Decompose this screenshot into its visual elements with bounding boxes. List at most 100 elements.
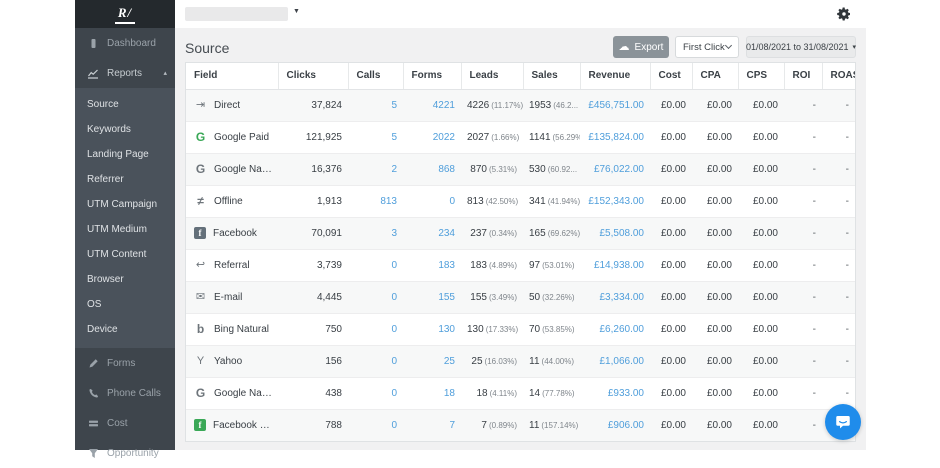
referral-icon: ↩ bbox=[195, 258, 206, 271]
export-button[interactable]: ☁ Export bbox=[613, 36, 669, 58]
sidebar-main-menu: Dashboard Reports ▴ bbox=[75, 28, 175, 88]
roi-cell: - bbox=[784, 313, 822, 346]
roi-cell: - bbox=[784, 377, 822, 410]
sidebar-item-device[interactable]: Device bbox=[87, 324, 118, 335]
column-header-clicks[interactable]: Clicks bbox=[278, 63, 349, 90]
facebook-paid-icon: f bbox=[194, 419, 206, 432]
cost-cell: £0.00 bbox=[650, 217, 692, 250]
sidebar-item-cost[interactable]: Cost bbox=[75, 408, 175, 438]
roas-cell: - bbox=[822, 249, 855, 282]
sidebar-bottom-menu: Forms Phone Calls Cost Opportunity bbox=[75, 348, 175, 468]
column-header-field[interactable]: Field bbox=[186, 63, 279, 90]
cost-cell: £0.00 bbox=[650, 281, 692, 314]
column-header-revenue[interactable]: Revenue bbox=[580, 63, 651, 90]
cost-cell: £0.00 bbox=[650, 345, 692, 378]
sidebar-item-label: Forms bbox=[107, 357, 136, 369]
column-header-roas[interactable]: ROAS bbox=[822, 63, 855, 90]
calls-cell: 0 bbox=[348, 409, 403, 441]
cost-cell: £0.00 bbox=[650, 377, 692, 410]
column-header-sales[interactable]: Sales bbox=[523, 63, 581, 90]
chat-widget-button[interactable] bbox=[825, 404, 861, 440]
sidebar-item-referrer[interactable]: Referrer bbox=[87, 174, 124, 185]
clicks-cell: 37,824 bbox=[278, 89, 348, 122]
sidebar-item-reports[interactable]: Reports ▴ bbox=[75, 58, 175, 88]
leads-cell: 7 (0.89%) bbox=[461, 409, 523, 441]
forms-cell: 155 bbox=[403, 281, 461, 314]
sidebar-item-utm-campaign[interactable]: UTM Campaign bbox=[87, 199, 158, 210]
account-select[interactable] bbox=[185, 7, 288, 21]
source-report-table: Field Clicks Calls Forms Leads Sales Revenue Co… bbox=[185, 62, 856, 442]
roi-cell: - bbox=[784, 89, 822, 122]
revenue-cell: £906.00 bbox=[580, 409, 650, 441]
roi-cell: - bbox=[784, 409, 822, 441]
column-header-leads[interactable]: Leads bbox=[461, 63, 524, 90]
table-row: b Bing Natural 750 0 130 130 (17.33%) 70 (53.85%… bbox=[186, 313, 855, 346]
forms-cell: 18 bbox=[403, 377, 461, 410]
sales-cell: 70 (53.85%) bbox=[523, 313, 580, 346]
table-row: f Facebook Paid 788077(0.89%)11(157.14%)£9… bbox=[186, 409, 855, 441]
column-header-cpa[interactable]: CPA bbox=[692, 63, 739, 90]
column-header-cps[interactable]: CPS bbox=[738, 63, 785, 90]
table-row: G Google Natural 16,3762868870(5.31%)530(6… bbox=[186, 153, 855, 186]
ruler-logo[interactable]: R/ bbox=[114, 5, 136, 24]
sidebar-item-label: Dashboard bbox=[107, 37, 156, 49]
date-range-picker[interactable]: 01/08/2021 to 31/08/2021 ▾ bbox=[746, 36, 856, 58]
calls-cell: 0 bbox=[348, 249, 403, 282]
settings-gear-icon[interactable] bbox=[836, 6, 852, 22]
sidebar-item-keywords[interactable]: Keywords bbox=[87, 124, 131, 135]
sidebar-item-label: Phone Calls bbox=[107, 387, 161, 399]
source-field-label: Facebook bbox=[213, 227, 257, 239]
sidebar-reports-submenu: Source Keywords Landing Page Referrer UTM Ca… bbox=[75, 88, 175, 348]
leads-cell: 155 (3.49%) bbox=[461, 281, 523, 314]
roas-cell: - bbox=[822, 313, 855, 346]
sidebar-item-os[interactable]: OS bbox=[87, 299, 102, 310]
sidebar: R/ Dashboard Reports ▴ Source Keywords Landi… bbox=[75, 0, 175, 459]
cps-cell: £0.00 bbox=[738, 313, 784, 346]
column-header-roi[interactable]: ROI bbox=[784, 63, 823, 90]
roas-cell: - bbox=[822, 121, 855, 154]
sidebar-item-landing-page[interactable]: Landing Page bbox=[87, 149, 149, 160]
sidebar-item-browser[interactable]: Browser bbox=[87, 274, 124, 285]
revenue-cell: £135,824.00 bbox=[580, 121, 650, 154]
column-header-cost[interactable]: Cost bbox=[650, 63, 693, 90]
sidebar-item-utm-medium[interactable]: UTM Medium bbox=[87, 224, 148, 235]
cps-cell: £0.00 bbox=[738, 153, 784, 186]
calls-cell: 813 bbox=[348, 185, 403, 218]
cost-cell: £0.00 bbox=[650, 313, 692, 346]
sidebar-item-source[interactable]: Source bbox=[87, 99, 119, 110]
clicks-cell: 1,913 bbox=[278, 185, 348, 218]
column-header-forms[interactable]: Forms bbox=[403, 63, 462, 90]
attribution-select[interactable]: First Click bbox=[675, 36, 739, 58]
account-select-caret-icon[interactable]: ▼ bbox=[293, 8, 300, 15]
roas-cell: - bbox=[822, 345, 855, 378]
cps-cell: £0.00 bbox=[738, 121, 784, 154]
calls-cell: 3 bbox=[348, 217, 403, 250]
logo-strip: R/ bbox=[75, 0, 175, 28]
column-header-calls[interactable]: Calls bbox=[348, 63, 404, 90]
forms-cell: 2022 bbox=[403, 121, 461, 154]
sales-cell: 14 (77.78%) bbox=[523, 377, 580, 410]
cloud-download-icon: ☁ bbox=[618, 40, 630, 53]
google-paid-icon: G bbox=[195, 129, 206, 144]
sidebar-item-dashboard[interactable]: Dashboard bbox=[75, 28, 175, 58]
sidebar-item-opportunity[interactable]: Opportunity bbox=[75, 438, 175, 468]
sidebar-item-phone-calls[interactable]: Phone Calls bbox=[75, 378, 175, 408]
roi-cell: - bbox=[784, 281, 822, 314]
clicks-cell: 4,445 bbox=[278, 281, 348, 314]
table-body: ⇥ Direct 37,824 5 4221 4226 (11.17%) 1953 (46.2.… bbox=[186, 89, 855, 441]
content-area: Source ☁ Export First Click 01/08/2021 t… bbox=[175, 28, 866, 450]
bing-icon: b bbox=[196, 321, 205, 336]
cpa-cell: £0.00 bbox=[692, 121, 738, 154]
sidebar-item-utm-content[interactable]: UTM Content bbox=[87, 249, 147, 260]
source-field-label: Google Natural bbox=[214, 387, 272, 399]
cps-cell: £0.00 bbox=[738, 89, 784, 122]
revenue-cell: £3,334.00 bbox=[580, 281, 650, 314]
reports-icon bbox=[87, 68, 99, 79]
table-row: ⇥ Direct 37,824 5 4221 4226 (11.17%) 1953 (46.2.… bbox=[186, 89, 855, 122]
clicks-cell: 438 bbox=[278, 377, 348, 410]
table-row: G Google Paid 121,925 5 2022 2027 (1.66%) 1141(… bbox=[186, 121, 855, 154]
revenue-cell: £1,066.00 bbox=[580, 345, 650, 378]
revenue-cell: £933.00 bbox=[580, 377, 650, 410]
sidebar-item-forms[interactable]: Forms bbox=[75, 348, 175, 378]
roas-cell: - bbox=[822, 185, 855, 218]
